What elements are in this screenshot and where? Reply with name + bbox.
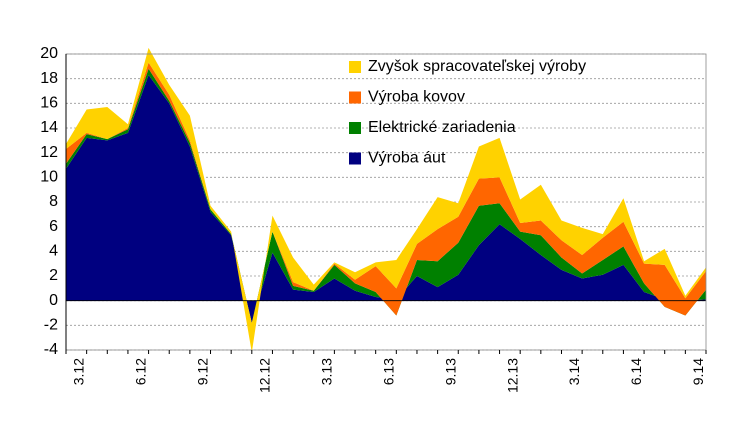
area (66, 74, 706, 323)
y-tick-label: 10 (40, 169, 58, 186)
legend-label: Výroba áut (368, 150, 446, 167)
x-tick-label: 3.13 (318, 358, 334, 385)
y-tick-label: 6 (49, 218, 58, 235)
x-tick-label: 12.13 (504, 358, 520, 393)
x-tick-label: 9.14 (690, 358, 706, 385)
x-tick-label: 3.12 (71, 358, 87, 385)
x-tick-label: 12.12 (257, 358, 273, 393)
legend-swatch (349, 152, 361, 165)
legend-swatch (349, 122, 361, 134)
x-tick-label: 9.13 (442, 358, 458, 385)
x-tick-label: 6.12 (133, 358, 149, 385)
x-tick-label: 6.14 (628, 358, 644, 385)
y-tick-label: 4 (49, 243, 58, 260)
legend-label: Elektrické zariadenia (368, 119, 516, 136)
x-tick-label: 9.12 (195, 358, 211, 385)
legend-swatch (349, 91, 361, 104)
y-tick-label: 0 (49, 292, 58, 309)
y-tick-label: 18 (40, 70, 58, 87)
legend-label: Zvyšok spracovateľskej výroby (368, 58, 586, 75)
x-tick-label: 3.14 (566, 358, 582, 385)
legend-swatch (349, 61, 361, 73)
y-tick-label: 2 (49, 267, 58, 284)
x-tick-label: 6.13 (380, 358, 396, 385)
legend-label: Výroba kovov (368, 89, 465, 106)
y-tick-label: 8 (49, 193, 58, 210)
y-tick-label: -4 (44, 341, 58, 358)
y-tick-label: 16 (40, 95, 58, 112)
y-tick-label: -2 (44, 317, 58, 334)
y-tick-label: 20 (40, 45, 58, 62)
y-tick-label: 14 (40, 119, 58, 136)
y-tick-label: 12 (40, 144, 58, 161)
